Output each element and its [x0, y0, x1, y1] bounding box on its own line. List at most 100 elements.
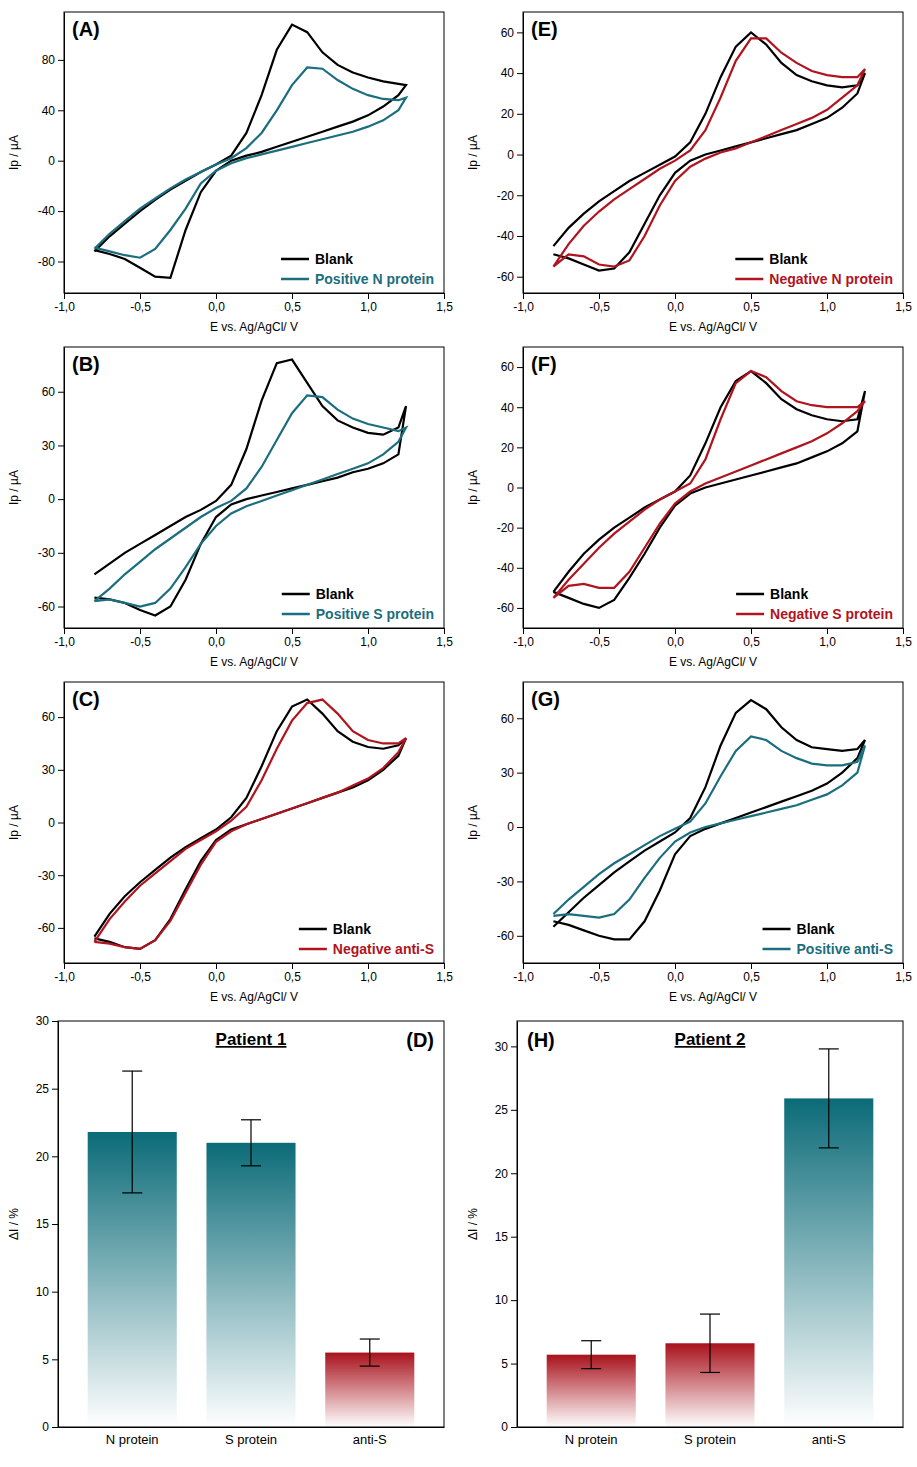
x-tick-mark — [444, 293, 445, 299]
x-axis: -1,0-0,50,00,51,01,5 — [54, 293, 453, 314]
y-tick-mark — [58, 161, 64, 162]
cv-curve — [553, 736, 865, 917]
x-tick-label: 0,5 — [284, 635, 301, 649]
y-tick: 0 — [507, 820, 523, 834]
y-tick-mark — [58, 875, 64, 876]
error-bar-line — [819, 1147, 839, 1148]
y-tick-label: 0 — [507, 481, 514, 495]
y-tick: 60 — [501, 712, 523, 726]
y-tick-label: -80 — [38, 255, 56, 269]
panel: -1,0-0,50,00,51,01,5-60-3003060(C)E vs. … — [7, 682, 453, 1004]
y-tick-mark — [58, 717, 64, 718]
x-tick-mark — [444, 628, 445, 634]
y-tick-label: 0 — [48, 492, 55, 506]
error-bar — [819, 1049, 839, 1148]
legend: Blank Positive N protein — [281, 251, 434, 287]
x-axis-title: E vs. Ag/AgCl/ V — [669, 320, 757, 334]
y-axis-title: Ip / µA — [7, 135, 21, 170]
x-tick-label: -1,0 — [54, 635, 75, 649]
legend-swatch — [299, 928, 327, 931]
y-tick-label: 80 — [42, 53, 56, 67]
cv-curve — [94, 700, 406, 949]
x-tick-label: 0,5 — [743, 970, 760, 984]
x-tick-label: 1,5 — [436, 635, 453, 649]
x-tick: 0,5 — [743, 963, 760, 984]
legend-label: Blank — [315, 251, 353, 267]
error-bar-line — [581, 1368, 601, 1369]
x-tick: 0,0 — [667, 628, 684, 649]
x-tick: -1,0 — [54, 293, 75, 314]
legend-label: Blank — [316, 586, 354, 602]
plot-area — [547, 1049, 874, 1427]
error-bar-line — [250, 1120, 251, 1166]
x-tick-label: 1,0 — [360, 635, 377, 649]
y-tick: 40 — [42, 104, 64, 118]
legend-label: Blank — [333, 921, 371, 937]
y-tick: 20 — [501, 441, 523, 455]
x-tick: 1,0 — [819, 628, 836, 649]
y-axis-title: Ip / µA — [466, 470, 480, 505]
x-tick: 0,5 — [743, 628, 760, 649]
x-tick-label: 1,5 — [895, 300, 912, 314]
legend-label: Positive S protein — [316, 606, 434, 622]
x-tick-label: 1,0 — [819, 300, 836, 314]
y-axis: 051015202530 — [36, 1014, 59, 1434]
panel-label: (G) — [531, 688, 560, 710]
x-tick-mark — [64, 963, 65, 969]
plot-frame — [523, 682, 903, 963]
legend-swatch — [735, 278, 763, 281]
x-tick-mark — [675, 963, 676, 969]
error-bar — [700, 1314, 720, 1372]
y-tick: 30 — [495, 1040, 517, 1054]
x-tick: 0,0 — [667, 963, 684, 984]
y-tick: 0 — [42, 1420, 58, 1434]
y-tick-label: 0 — [507, 148, 514, 162]
y-tick: 80 — [42, 53, 64, 67]
x-tick-label: 0,0 — [667, 970, 684, 984]
y-tick-label: 5 — [501, 1357, 508, 1371]
y-axis: -80-4004080 — [38, 13, 65, 294]
x-tick: -1,0 — [54, 628, 75, 649]
x-tick: 1,0 — [819, 963, 836, 984]
y-tick-mark — [517, 568, 523, 569]
x-tick: -1,0 — [513, 293, 534, 314]
cv-curve — [94, 67, 406, 257]
x-tick: anti-S — [353, 1432, 387, 1447]
y-tick-mark — [58, 928, 64, 929]
x-tick-mark — [140, 963, 141, 969]
y-tick-mark — [511, 1046, 517, 1047]
cv-curve — [553, 371, 865, 598]
x-tick-label: -1,0 — [54, 970, 75, 984]
legend-label: Negative anti-S — [333, 941, 434, 957]
y-tick: 15 — [495, 1230, 517, 1244]
x-tick-mark — [444, 963, 445, 969]
x-axis-title: E vs. Ag/AgCl/ V — [669, 990, 757, 1004]
y-axis: -60-40-200204060 — [497, 13, 524, 294]
cv-curve — [553, 371, 865, 608]
x-tick-label: 1,5 — [436, 970, 453, 984]
y-tick: 60 — [501, 360, 523, 374]
legend-label: Positive N protein — [315, 271, 434, 287]
plot-area — [94, 700, 406, 949]
x-tick: -1,0 — [54, 963, 75, 984]
legend-swatch — [282, 613, 310, 616]
plot-frame — [64, 682, 444, 963]
x-tick: 0,0 — [208, 293, 225, 314]
y-tick-label: 5 — [42, 1353, 49, 1367]
legend-label: Negative S protein — [770, 606, 893, 622]
y-tick: 25 — [36, 1082, 58, 1096]
x-tick-mark — [599, 963, 600, 969]
legend-swatch — [299, 948, 327, 951]
y-tick: 0 — [507, 148, 523, 162]
x-tick-mark — [64, 293, 65, 299]
legend-swatch — [281, 278, 309, 281]
panel: N proteinS proteinanti-S051015202530ΔI /… — [466, 1021, 904, 1447]
y-tick-label: 60 — [42, 385, 56, 399]
x-tick-label: -1,0 — [513, 635, 534, 649]
error-bar — [241, 1120, 261, 1166]
y-tick-mark — [52, 1156, 58, 1157]
x-tick-mark — [675, 628, 676, 634]
error-bar-line — [122, 1070, 142, 1071]
y-tick: 5 — [42, 1353, 58, 1367]
legend-label: Blank — [770, 586, 808, 602]
